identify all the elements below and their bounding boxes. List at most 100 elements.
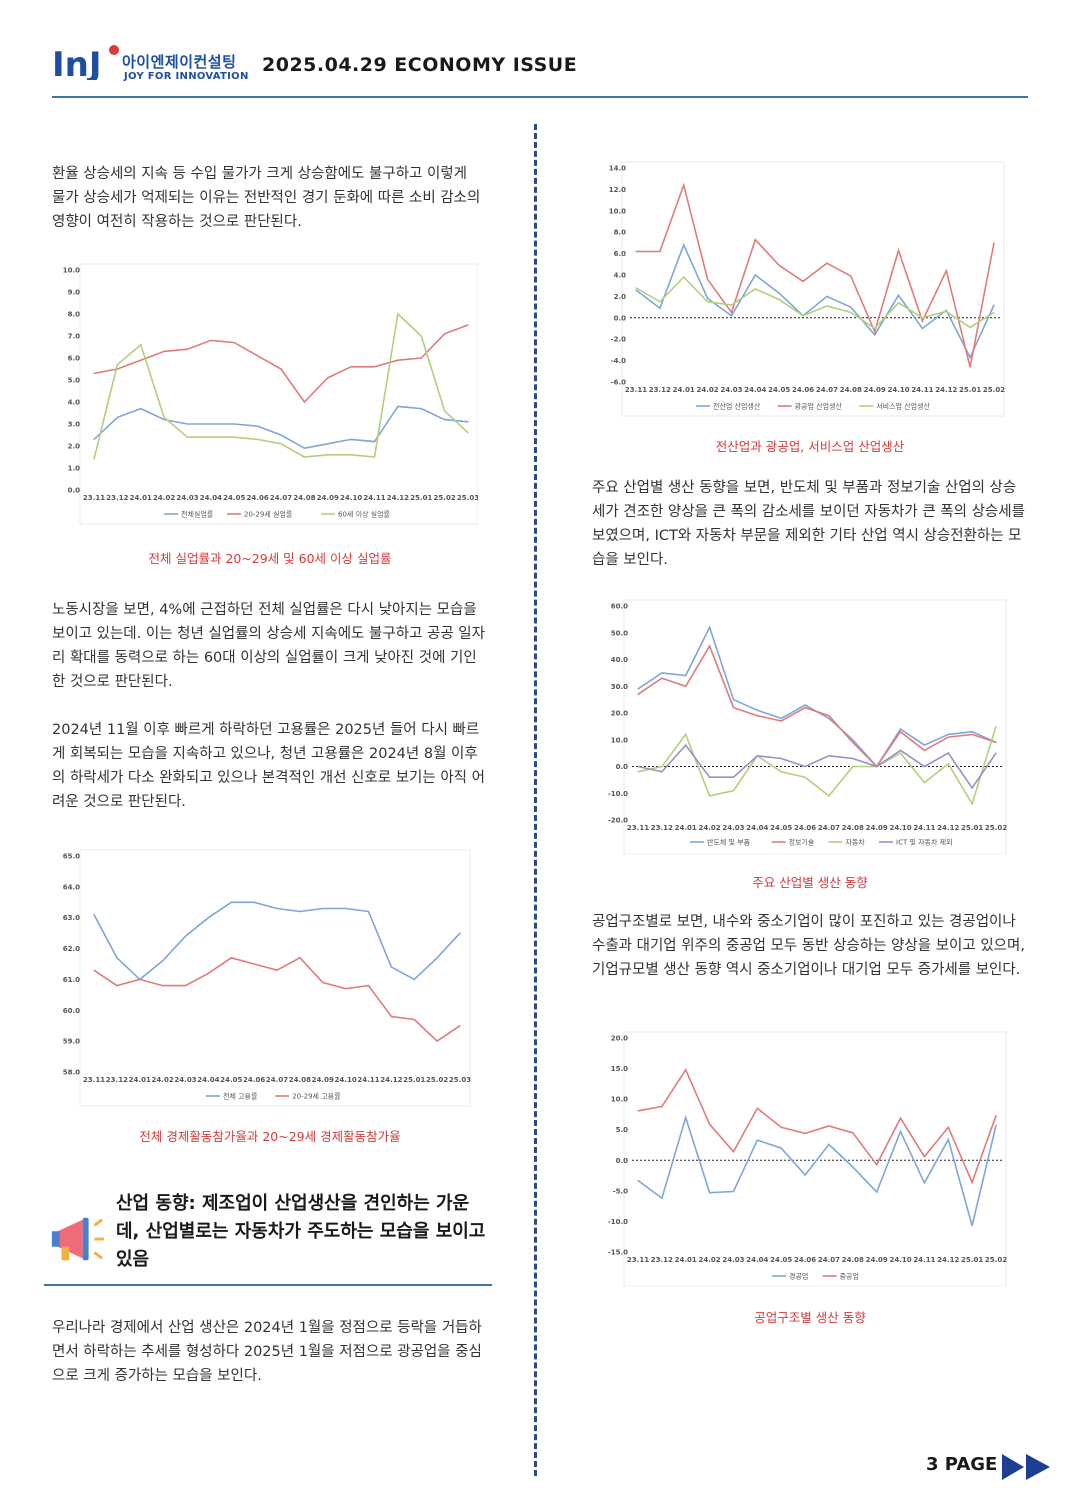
y-tick-label: 4.0 bbox=[68, 399, 81, 407]
data-point bbox=[899, 1117, 902, 1119]
chart-major-industries: -20.0 -10.0 0.0 10.0 20.0 30.0 40.0 50.0 60.0 23.… bbox=[608, 598, 1014, 854]
x-tick-label: 24.07 bbox=[266, 1076, 288, 1084]
data-point bbox=[299, 957, 301, 959]
data-point bbox=[828, 795, 830, 797]
data-point bbox=[899, 728, 902, 730]
y-tick-label: 7.0 bbox=[68, 333, 81, 341]
data-point bbox=[661, 677, 663, 679]
legend-label: 20-29세 실업률 bbox=[244, 510, 293, 519]
data-point bbox=[659, 307, 661, 309]
data-point bbox=[971, 803, 973, 805]
data-point bbox=[139, 978, 141, 981]
data-point bbox=[280, 434, 282, 436]
data-point bbox=[876, 1191, 878, 1193]
data-point bbox=[945, 270, 947, 272]
data-point bbox=[373, 366, 376, 368]
x-tick-label: 24.12 bbox=[937, 1256, 959, 1264]
y-tick-label: 0.0 bbox=[68, 487, 81, 495]
data-point bbox=[350, 438, 352, 440]
data-point bbox=[828, 1143, 830, 1145]
data-point bbox=[780, 717, 782, 719]
x-tick-label: 24.09 bbox=[866, 824, 888, 832]
chart-frame bbox=[621, 161, 1005, 417]
data-point bbox=[257, 438, 259, 440]
y-tick-label: -6.0 bbox=[611, 379, 626, 387]
data-point bbox=[923, 744, 925, 746]
x-tick-label: 23.11 bbox=[83, 1076, 105, 1084]
x-tick-label: 24.04 bbox=[200, 494, 222, 502]
data-point bbox=[732, 789, 735, 792]
legend-label: 전산업 산업생산 bbox=[713, 402, 761, 411]
data-point bbox=[163, 416, 165, 418]
data-point bbox=[661, 765, 663, 768]
data-point bbox=[186, 436, 189, 438]
data-point bbox=[683, 184, 685, 186]
y-tick-label: 9.0 bbox=[68, 289, 81, 297]
legend-label: 중공업 bbox=[840, 1273, 859, 1281]
data-point bbox=[253, 963, 255, 965]
paragraph-employment: 2024년 11월 이후 빠르게 하락하던 고용률은 2025년 들어 다시 빠… bbox=[52, 722, 485, 810]
series-line-1 bbox=[637, 1114, 997, 1226]
y-tick-label: 6.0 bbox=[68, 355, 81, 363]
x-tick-label: 24.12 bbox=[387, 494, 409, 502]
y-tick-label: 2.0 bbox=[68, 443, 81, 451]
data-point bbox=[230, 957, 232, 959]
x-tick-label: 24.08 bbox=[840, 386, 862, 394]
data-point bbox=[207, 917, 209, 919]
data-point bbox=[257, 425, 259, 427]
y-tick-label: 40.0 bbox=[611, 656, 628, 664]
x-tick-label: 24.02 bbox=[699, 1256, 721, 1264]
x-tick-label: 25.01 bbox=[961, 824, 983, 832]
double-arrow-right-icon[interactable] bbox=[1000, 1452, 1054, 1482]
x-tick-label: 25.01 bbox=[961, 1256, 983, 1264]
data-point bbox=[707, 278, 709, 280]
legend-label: 60세 이상 실업률 bbox=[338, 510, 391, 519]
data-point bbox=[345, 988, 347, 990]
data-point bbox=[459, 1025, 461, 1027]
data-point bbox=[969, 356, 971, 358]
series-line-3 bbox=[93, 312, 469, 460]
y-tick-label: 14.0 bbox=[609, 165, 626, 173]
y-tick-label: 8.0 bbox=[68, 311, 81, 319]
data-point bbox=[116, 364, 118, 366]
data-point bbox=[467, 324, 469, 326]
data-point bbox=[876, 765, 878, 768]
chart-frame bbox=[623, 599, 1007, 854]
data-point bbox=[780, 1126, 782, 1128]
data-point bbox=[730, 315, 733, 317]
header-divider bbox=[52, 96, 1028, 98]
data-point bbox=[140, 344, 142, 346]
data-point bbox=[971, 733, 973, 735]
data-point bbox=[850, 275, 852, 277]
series-line-3 bbox=[637, 726, 997, 806]
x-tick-label: 24.07 bbox=[818, 824, 840, 832]
data-point bbox=[635, 289, 637, 291]
data-point bbox=[280, 443, 282, 445]
legend-label: 반도체 및 부품 bbox=[707, 838, 751, 847]
data-point bbox=[93, 372, 95, 374]
x-tick-label: 24.03 bbox=[720, 386, 742, 394]
data-point bbox=[350, 366, 352, 368]
data-point bbox=[637, 688, 639, 690]
data-point bbox=[732, 699, 735, 701]
data-point bbox=[413, 1018, 415, 1021]
data-point bbox=[233, 342, 235, 344]
data-point bbox=[804, 707, 806, 709]
x-tick-label: 23.12 bbox=[106, 1076, 128, 1084]
y-tick-label: 0.0 bbox=[616, 763, 629, 771]
data-point bbox=[995, 752, 997, 754]
x-tick-label: 24.09 bbox=[312, 1076, 334, 1084]
column-divider bbox=[534, 124, 537, 1476]
series-line-1 bbox=[635, 242, 995, 360]
x-tick-label: 24.12 bbox=[935, 386, 957, 394]
data-point bbox=[467, 421, 469, 423]
x-tick-label: 24.02 bbox=[152, 1076, 174, 1084]
data-point bbox=[683, 244, 685, 246]
y-tick-label: 10.0 bbox=[611, 736, 628, 744]
data-point bbox=[828, 717, 830, 719]
data-point bbox=[397, 359, 399, 361]
data-point bbox=[993, 242, 995, 244]
x-tick-label: 23.12 bbox=[651, 1256, 673, 1264]
data-point bbox=[436, 1040, 438, 1042]
y-tick-label: -4.0 bbox=[611, 357, 626, 365]
